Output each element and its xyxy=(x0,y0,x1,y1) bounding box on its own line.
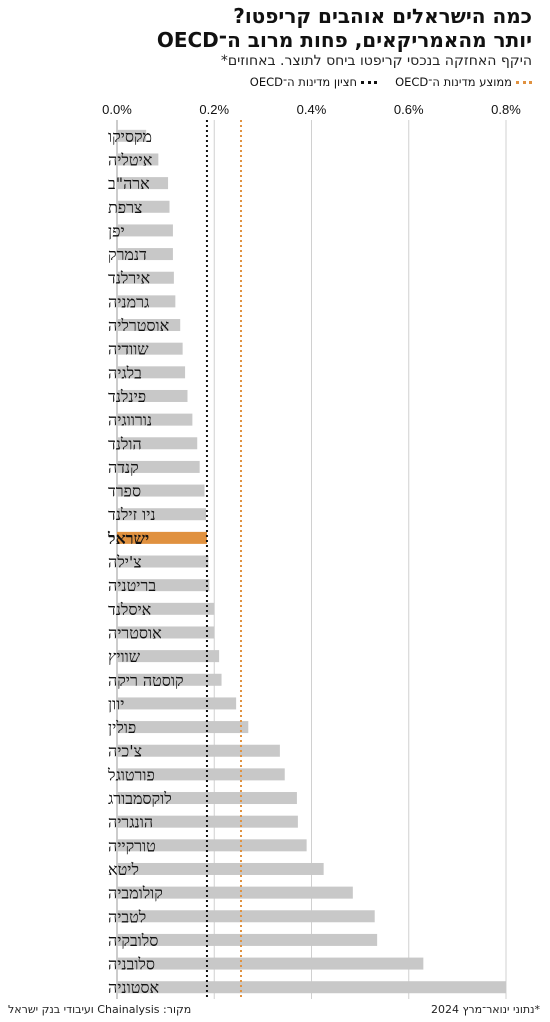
bar xyxy=(117,933,378,946)
footer-note: *נתוני ינואר־מרץ 2024 xyxy=(431,1003,540,1016)
category-label: ניו זילנד xyxy=(108,505,156,524)
category-label: שוויץ xyxy=(108,647,141,666)
legend-median-label: חציון מדינות ה־OECD xyxy=(249,75,358,89)
bar xyxy=(117,531,207,544)
bar xyxy=(117,981,506,994)
bar xyxy=(117,484,205,497)
bar xyxy=(117,792,297,805)
category-label: גרמניה xyxy=(108,292,149,311)
category-label: אירלנד xyxy=(108,269,150,288)
bar xyxy=(117,673,222,686)
bar xyxy=(117,602,215,615)
category-label: סלובניה xyxy=(108,955,155,974)
category-label: ספרד xyxy=(108,482,141,501)
legend: ממוצע מדינות ה־OECD חציון מדינות ה־OECD xyxy=(250,74,532,90)
bar xyxy=(117,319,181,332)
category-label: יפן xyxy=(108,221,125,240)
category-label: קוסטה ריקה xyxy=(108,671,184,690)
footer: *נתוני ינואר־מרץ 2024 מקור: Chainalysis … xyxy=(8,1003,540,1016)
category-label: צרפת xyxy=(108,198,142,217)
category-label: צ'כיה xyxy=(108,742,142,761)
bar xyxy=(117,886,353,899)
category-label: פינלנד xyxy=(108,387,146,406)
category-label: בריטניה xyxy=(108,576,156,595)
category-label: שוודיה xyxy=(108,340,149,359)
category-label: ארה"ב xyxy=(108,174,150,193)
bar xyxy=(117,910,375,923)
bar xyxy=(117,200,170,213)
category-label: יוון xyxy=(108,694,124,713)
category-label: פולין xyxy=(108,718,136,737)
category-label: ישראל xyxy=(107,529,149,548)
footer-source: מקור: Chainalysis ועיבודי בנק ישראל xyxy=(8,1003,192,1016)
chart-subtitle: היקף האחזקה בנכסי קריפטו ביחס לתוצר. באח… xyxy=(220,53,532,69)
category-label: צ'ילה xyxy=(108,553,142,572)
bar xyxy=(117,224,173,237)
bar-chart: 0.0% 0.2% 0.4% 0.6% 0.8% מקסיקו איטליה ארה"ב צרפ… xyxy=(102,102,521,1000)
x-tick-label: 0.8% xyxy=(491,102,521,117)
x-tick-label: 0.6% xyxy=(394,102,424,117)
category-label: הולנד xyxy=(108,434,142,453)
category-label: בלגיה xyxy=(108,363,142,382)
x-tick-label: 0.4% xyxy=(297,102,327,117)
bar xyxy=(117,957,424,970)
bar xyxy=(117,555,209,568)
mean-swatch-icon xyxy=(516,80,532,84)
bar xyxy=(117,271,174,284)
median-swatch-icon xyxy=(361,80,378,84)
bar xyxy=(117,697,237,710)
bar xyxy=(117,460,200,473)
bar xyxy=(117,153,159,166)
bar xyxy=(117,626,215,639)
category-label: פורטוגל xyxy=(107,765,155,784)
x-tick-label: 0.2% xyxy=(199,102,229,117)
category-label: דנמרק xyxy=(108,245,147,264)
bar xyxy=(117,177,169,190)
bar xyxy=(117,579,210,592)
category-label: איסלנד xyxy=(108,600,152,619)
bar xyxy=(117,342,183,355)
bar xyxy=(117,744,280,757)
bar xyxy=(117,721,249,734)
category-label: אוסטרליה xyxy=(108,316,170,335)
category-label: מקסיקו xyxy=(108,127,152,146)
bar xyxy=(117,248,173,261)
bar xyxy=(117,295,176,308)
bar xyxy=(117,650,220,663)
bar xyxy=(117,768,285,781)
bar xyxy=(117,862,324,875)
x-tick-label: 0.0% xyxy=(102,102,132,117)
bar xyxy=(117,437,198,450)
category-label: נורווגיה xyxy=(108,411,152,430)
legend-mean-label: ממוצע מדינות ה־OECD xyxy=(395,75,512,89)
category-label: לטביה xyxy=(108,907,146,926)
category-label: לוקסמבורג xyxy=(108,789,172,808)
legend-median: חציון מדינות ה־OECD xyxy=(249,74,378,90)
category-label: אוסטריה xyxy=(108,623,162,642)
category-label: קנדה xyxy=(108,458,139,477)
title-line-1: כמה הישראלים אוהבים קריפטו? xyxy=(233,4,532,28)
category-label: טורקייה xyxy=(108,836,156,855)
bar xyxy=(117,839,307,852)
category-label: קולומביה xyxy=(108,884,163,903)
bar xyxy=(117,129,147,142)
category-label: אסטוניה xyxy=(108,978,159,997)
title-line-2: יותר מהאמריקאים, פחות מרוב ה־OECD xyxy=(156,28,532,52)
category-label: הונגריה xyxy=(108,813,153,832)
bar xyxy=(117,508,206,521)
bar xyxy=(117,366,186,379)
bar xyxy=(117,413,193,426)
category-label: איטליה xyxy=(108,150,153,169)
category-label: סלובקיה xyxy=(108,931,158,950)
category-label: ליטא xyxy=(108,860,139,879)
legend-mean: ממוצע מדינות ה־OECD xyxy=(395,74,532,90)
chart-title: כמה הישראלים אוהבים קריפטו? יותר מהאמריק… xyxy=(157,4,532,52)
bar xyxy=(117,389,188,402)
